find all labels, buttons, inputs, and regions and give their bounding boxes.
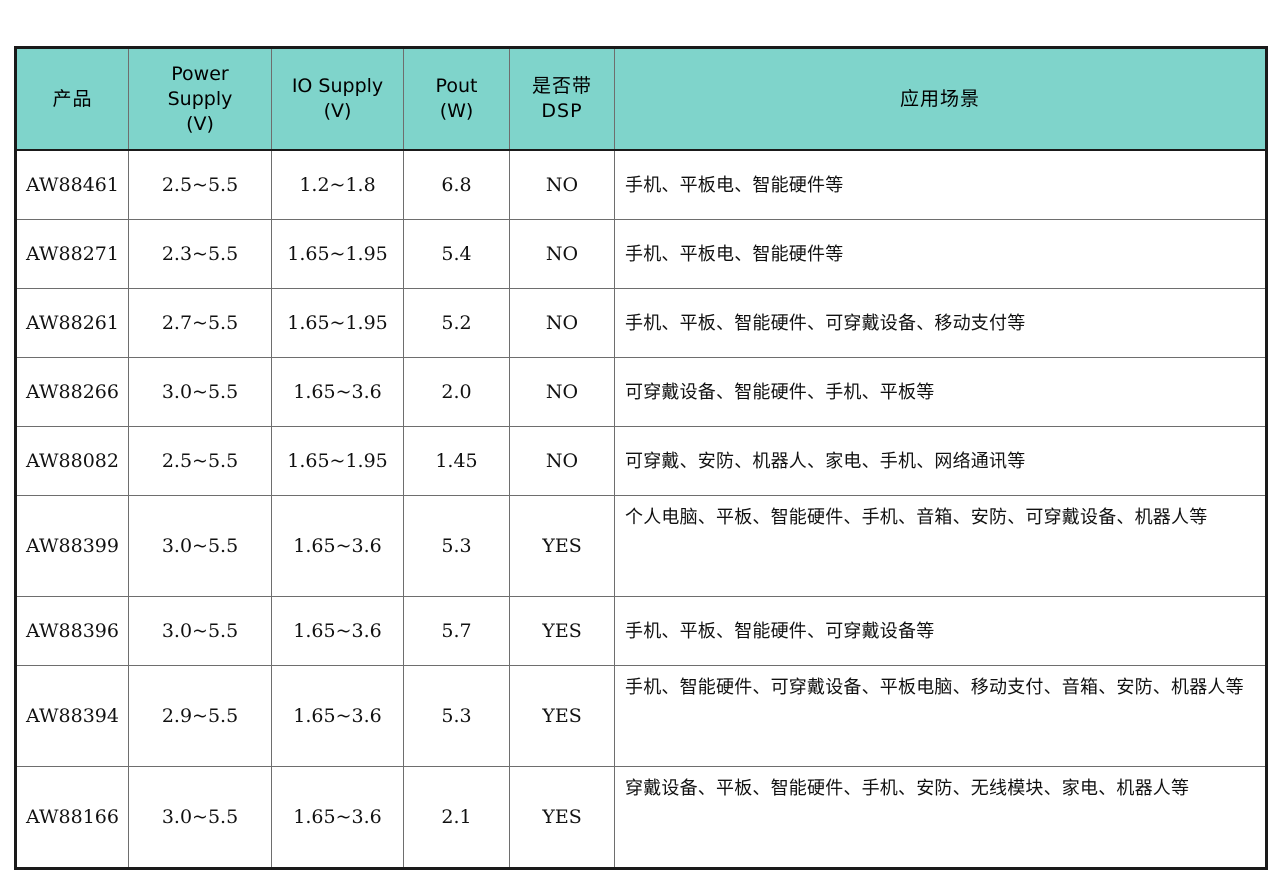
cell-power-supply: 2.9~5.5 bbox=[128, 665, 272, 767]
cell-pout: 5.3 bbox=[403, 495, 510, 597]
table-row: AW88396 3.0~5.5 1.65~3.6 5.7 YES 手机、平板、智能硬件、可… bbox=[15, 596, 1267, 666]
cell-scenario: 手机、平板、智能硬件、可穿戴设备、移动支付等 bbox=[614, 288, 1267, 358]
cell-dsp: NO bbox=[509, 357, 615, 427]
cell-pout: 5.4 bbox=[403, 219, 510, 289]
cell-io-supply: 1.65~3.6 bbox=[271, 596, 404, 666]
column-header-pout-line1: Pout bbox=[435, 75, 478, 97]
cell-product: AW88271 bbox=[15, 219, 129, 289]
cell-power-supply: 3.0~5.5 bbox=[128, 766, 272, 869]
cell-io-supply: 1.65~3.6 bbox=[271, 766, 404, 869]
cell-io-supply: 1.65~1.95 bbox=[271, 219, 404, 289]
cell-scenario: 可穿戴、安防、机器人、家电、手机、网络通讯等 bbox=[614, 426, 1267, 496]
table-body: AW88461 2.5~5.5 1.2~1.8 6.8 NO 手机、平板电、智能硬件等 AW… bbox=[15, 149, 1267, 869]
cell-product: AW88399 bbox=[15, 495, 129, 597]
column-header-io-supply-line1: IO Supply bbox=[291, 75, 384, 97]
cell-pout: 6.8 bbox=[403, 149, 510, 220]
cell-power-supply: 3.0~5.5 bbox=[128, 357, 272, 427]
column-header-pout: Pout (W) bbox=[403, 47, 510, 151]
table-row: AW88271 2.3~5.5 1.65~1.95 5.4 NO 手机、平板电、智能硬件等 bbox=[15, 219, 1267, 289]
cell-power-supply: 2.5~5.5 bbox=[128, 426, 272, 496]
cell-io-supply: 1.65~3.6 bbox=[271, 495, 404, 597]
cell-dsp: YES bbox=[509, 766, 615, 869]
cell-power-supply: 2.7~5.5 bbox=[128, 288, 272, 358]
column-header-dsp-line2: DSP bbox=[541, 100, 583, 122]
cell-scenario: 穿戴设备、平板、智能硬件、手机、安防、无线模块、家电、机器人等 bbox=[614, 766, 1267, 869]
cell-power-supply: 3.0~5.5 bbox=[128, 495, 272, 597]
table-row: AW88082 2.5~5.5 1.65~1.95 1.45 NO 可穿戴、安防、机器人、… bbox=[15, 426, 1267, 496]
cell-dsp: YES bbox=[509, 495, 615, 597]
cell-pout: 2.1 bbox=[403, 766, 510, 869]
cell-power-supply: 2.3~5.5 bbox=[128, 219, 272, 289]
column-header-power-supply: Power Supply (V) bbox=[128, 47, 272, 151]
cell-product: AW88461 bbox=[15, 149, 129, 220]
cell-dsp: NO bbox=[509, 288, 615, 358]
cell-dsp: YES bbox=[509, 596, 615, 666]
cell-pout: 5.2 bbox=[403, 288, 510, 358]
cell-pout: 1.45 bbox=[403, 426, 510, 496]
cell-product: AW88082 bbox=[15, 426, 129, 496]
column-header-product-line1: 产品 bbox=[52, 87, 93, 110]
cell-scenario: 手机、平板、智能硬件、可穿戴设备等 bbox=[614, 596, 1267, 666]
cell-scenario: 手机、平板电、智能硬件等 bbox=[614, 149, 1267, 220]
cell-scenario: 个人电脑、平板、智能硬件、手机、音箱、安防、可穿戴设备、机器人等 bbox=[614, 495, 1267, 597]
cell-product: AW88266 bbox=[15, 357, 129, 427]
column-header-io-supply-line2: (V) bbox=[323, 100, 352, 122]
column-header-product: 产品 bbox=[15, 47, 129, 151]
cell-io-supply: 1.65~1.95 bbox=[271, 288, 404, 358]
cell-product: AW88394 bbox=[15, 665, 129, 767]
spec-table-container: 产品 Power Supply (V) IO Supply (V) Pout (… bbox=[14, 46, 1268, 870]
column-header-scenario-line1: 应用场景 bbox=[899, 87, 980, 110]
cell-dsp: NO bbox=[509, 426, 615, 496]
column-header-power-supply-line3: (V) bbox=[186, 112, 214, 135]
table-row: AW88394 2.9~5.5 1.65~3.6 5.3 YES 手机、智能硬件、可穿戴设… bbox=[15, 665, 1267, 767]
table-row: AW88166 3.0~5.5 1.65~3.6 2.1 YES 穿戴设备、平板、智能硬件… bbox=[15, 766, 1267, 869]
column-header-power-supply-line2: Supply bbox=[167, 87, 233, 110]
column-header-dsp: 是否带 DSP bbox=[509, 47, 615, 151]
cell-power-supply: 2.5~5.5 bbox=[128, 149, 272, 220]
cell-product: AW88261 bbox=[15, 288, 129, 358]
column-header-power-supply-line1: Power bbox=[171, 62, 229, 85]
table-row: AW88261 2.7~5.5 1.65~1.95 5.2 NO 手机、平板、智能硬件、可… bbox=[15, 288, 1267, 358]
column-header-scenario: 应用场景 bbox=[614, 47, 1267, 151]
cell-dsp: NO bbox=[509, 149, 615, 220]
cell-dsp: NO bbox=[509, 219, 615, 289]
cell-io-supply: 1.65~1.95 bbox=[271, 426, 404, 496]
cell-dsp: YES bbox=[509, 665, 615, 767]
cell-power-supply: 3.0~5.5 bbox=[128, 596, 272, 666]
cell-scenario: 手机、平板电、智能硬件等 bbox=[614, 219, 1267, 289]
header-row: 产品 Power Supply (V) IO Supply (V) Pout (… bbox=[15, 47, 1267, 151]
column-header-dsp-line1: 是否带 bbox=[531, 75, 592, 97]
cell-pout: 2.0 bbox=[403, 357, 510, 427]
table-row: AW88461 2.5~5.5 1.2~1.8 6.8 NO 手机、平板电、智能硬件等 bbox=[15, 149, 1267, 220]
table-header: 产品 Power Supply (V) IO Supply (V) Pout (… bbox=[15, 47, 1267, 151]
cell-pout: 5.7 bbox=[403, 596, 510, 666]
cell-scenario: 可穿戴设备、智能硬件、手机、平板等 bbox=[614, 357, 1267, 427]
column-header-pout-line2: (W) bbox=[439, 100, 474, 122]
cell-product: AW88166 bbox=[15, 766, 129, 869]
product-spec-table: 产品 Power Supply (V) IO Supply (V) Pout (… bbox=[14, 46, 1268, 870]
cell-io-supply: 1.65~3.6 bbox=[271, 357, 404, 427]
column-header-io-supply: IO Supply (V) bbox=[271, 47, 404, 151]
cell-scenario: 手机、智能硬件、可穿戴设备、平板电脑、移动支付、音箱、安防、机器人等 bbox=[614, 665, 1267, 767]
cell-pout: 5.3 bbox=[403, 665, 510, 767]
cell-io-supply: 1.65~3.6 bbox=[271, 665, 404, 767]
table-row: AW88266 3.0~5.5 1.65~3.6 2.0 NO 可穿戴设备、智能硬件、手机… bbox=[15, 357, 1267, 427]
table-row: AW88399 3.0~5.5 1.65~3.6 5.3 YES 个人电脑、平板、智能硬件… bbox=[15, 495, 1267, 597]
cell-product: AW88396 bbox=[15, 596, 129, 666]
cell-io-supply: 1.2~1.8 bbox=[271, 149, 404, 220]
